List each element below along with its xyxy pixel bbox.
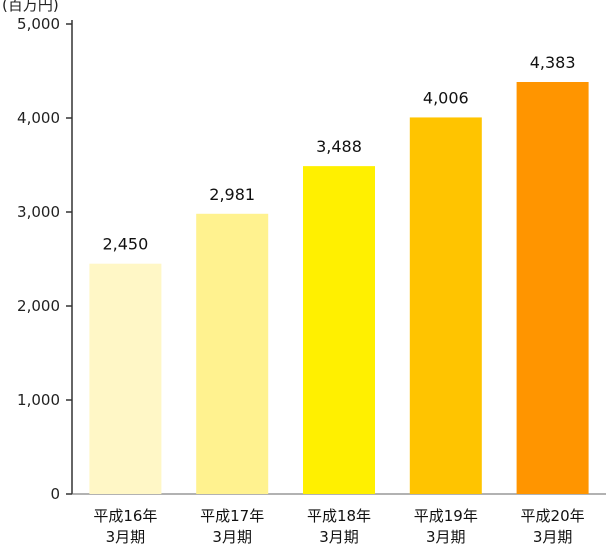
y-tick-label: 3,000 [17,203,60,221]
y-tick-label: 1,000 [17,391,60,409]
data-label: 3,488 [316,137,362,156]
x-tick-label: 3月期 [426,528,466,546]
bar [409,117,482,494]
y-tick-label: 0 [50,485,60,503]
y-tick-label: 5,000 [17,15,60,33]
y-tick-label: 2,000 [17,297,60,315]
x-tick-label: 平成20年 [521,507,585,525]
bar [89,263,162,494]
data-label: 4,006 [423,88,469,107]
x-tick-label: 3月期 [319,528,359,546]
data-label: 2,450 [102,235,148,254]
data-label: 2,981 [209,185,255,204]
x-tick-label: 平成19年 [414,507,478,525]
x-tick-label: 平成16年 [93,507,157,525]
x-tick-label: 3月期 [106,528,146,546]
data-label: 4,383 [530,53,576,72]
y-tick-label: 4,000 [17,109,60,127]
x-tick-label: 3月期 [533,528,573,546]
x-tick-label: 3月期 [212,528,252,546]
bar [516,81,589,495]
bar [303,166,375,495]
x-tick-label: 平成17年 [200,507,264,525]
bar [196,213,269,494]
x-tick-label: 平成18年 [307,507,371,525]
y-axis-unit-label: (百万円) [2,0,59,14]
